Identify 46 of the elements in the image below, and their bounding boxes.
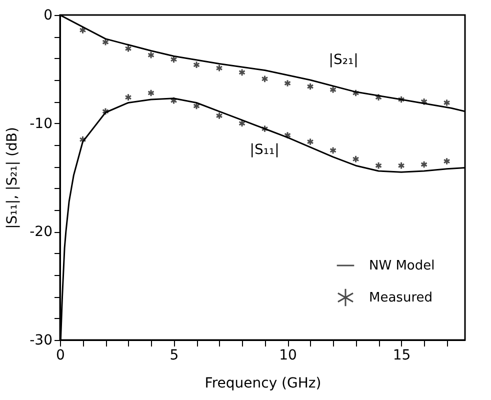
x-axis-title: Frequency (GHz) [204,376,322,392]
y-tick-label: -20 [30,224,52,240]
point [79,136,86,144]
point [216,64,223,72]
point [330,146,337,154]
y-tick-label: -10 [30,116,52,132]
point [352,155,360,163]
point [124,44,132,52]
point [261,75,268,83]
point [261,124,268,133]
point [193,102,200,110]
y-tick-label: 0 [44,8,52,24]
point [170,56,178,64]
annotation: |S₂₁| [328,52,358,68]
legend-label: NW Model [369,258,435,274]
point [124,93,132,102]
point [102,108,110,116]
point [398,96,405,104]
annotation: |S₁₁| [250,142,280,158]
point [102,38,110,46]
point [148,89,155,97]
x-tick-label: 5 [170,348,179,364]
point [443,157,450,166]
point [420,160,428,168]
point [306,138,314,146]
x-tick-label: 15 [392,348,411,364]
legend-label: Measured [369,290,433,306]
x-tick-label: 0 [56,348,65,364]
point [284,79,292,88]
y-tick-label: -30 [30,332,52,348]
point [375,162,382,170]
point [238,68,246,76]
point [330,86,337,94]
point [375,93,382,102]
point [420,98,428,106]
point [398,162,405,170]
point [170,96,178,104]
point [216,112,223,120]
point [443,98,450,107]
point [306,82,314,90]
point [193,60,200,69]
y-axis-title: |S₁₁|, |S₂₁| (dB) [4,127,21,229]
point [352,89,360,97]
x-tick-label: 10 [279,348,297,364]
point [284,131,292,140]
point [148,51,155,59]
